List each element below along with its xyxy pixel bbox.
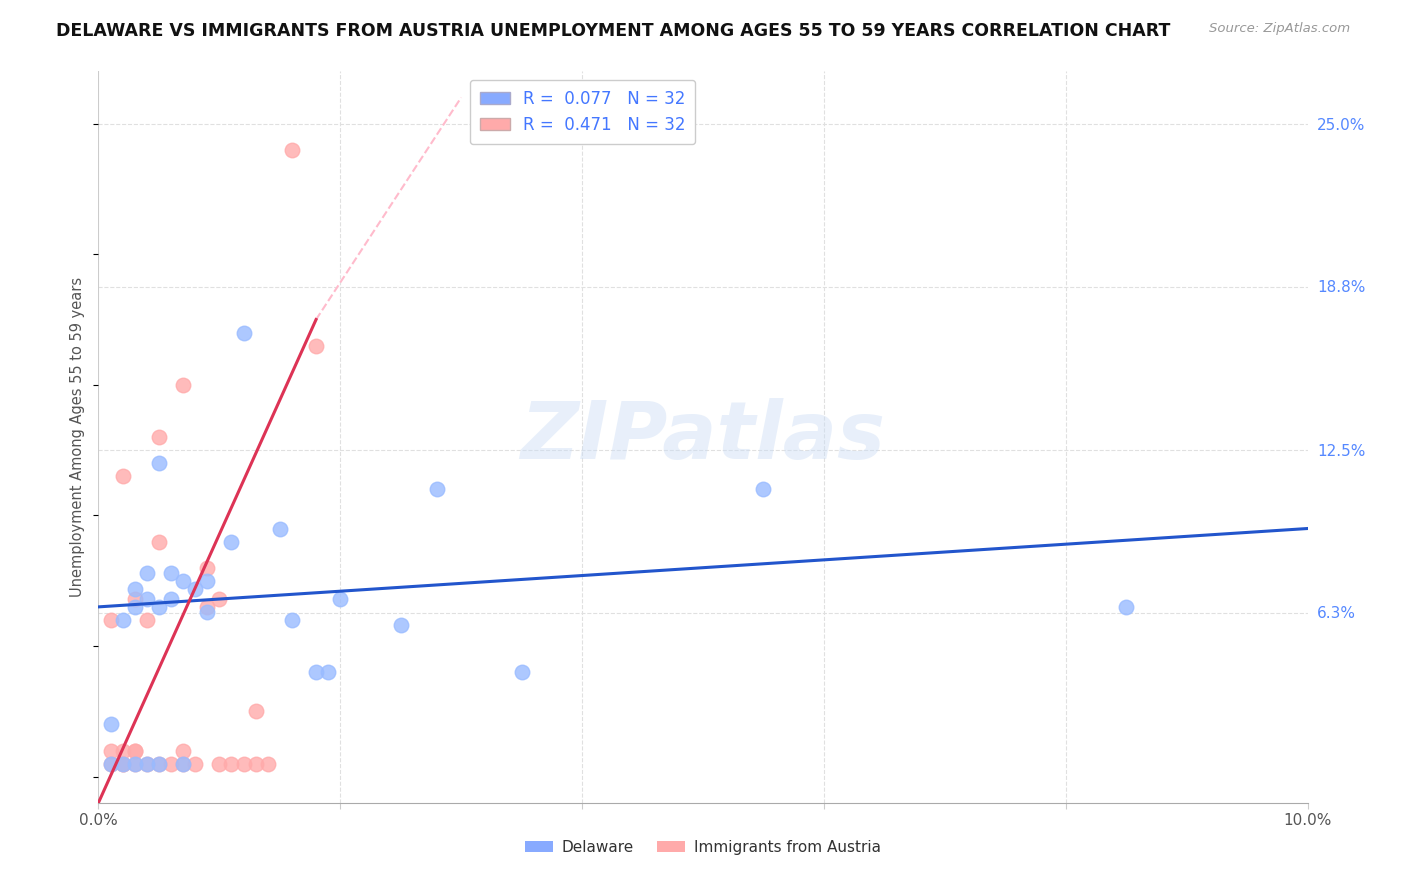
Point — [269, 521, 291, 535]
Point — [208, 756, 231, 771]
Point — [148, 756, 170, 771]
Point — [135, 756, 157, 771]
Point — [232, 756, 254, 771]
Point — [111, 743, 134, 757]
Point — [172, 574, 194, 588]
Legend: Delaware, Immigrants from Austria: Delaware, Immigrants from Austria — [519, 834, 887, 861]
Point — [281, 143, 304, 157]
Point — [148, 756, 170, 771]
Point — [172, 377, 194, 392]
Point — [172, 756, 194, 771]
Point — [135, 592, 157, 607]
Point — [124, 743, 146, 757]
Point — [221, 534, 243, 549]
Point — [245, 705, 267, 719]
Point — [426, 483, 449, 497]
Point — [172, 756, 194, 771]
Point — [135, 566, 157, 580]
Point — [124, 743, 146, 757]
Point — [135, 756, 157, 771]
Text: DELAWARE VS IMMIGRANTS FROM AUSTRIA UNEMPLOYMENT AMONG AGES 55 TO 59 YEARS CORRE: DELAWARE VS IMMIGRANTS FROM AUSTRIA UNEM… — [56, 22, 1171, 40]
Point — [245, 756, 267, 771]
Point — [148, 534, 170, 549]
Point — [184, 582, 207, 596]
Point — [195, 574, 218, 588]
Point — [160, 566, 183, 580]
Point — [221, 756, 243, 771]
Point — [111, 756, 134, 771]
Point — [124, 582, 146, 596]
Point — [135, 613, 157, 627]
Point — [316, 665, 339, 680]
Point — [232, 326, 254, 340]
Point — [195, 560, 218, 574]
Point — [148, 456, 170, 470]
Point — [124, 756, 146, 771]
Point — [752, 483, 775, 497]
Point — [124, 592, 146, 607]
Point — [1115, 599, 1137, 614]
Text: ZIPatlas: ZIPatlas — [520, 398, 886, 476]
Point — [100, 756, 122, 771]
Point — [124, 599, 146, 614]
Point — [208, 592, 231, 607]
Point — [100, 613, 122, 627]
Point — [160, 592, 183, 607]
Text: Source: ZipAtlas.com: Source: ZipAtlas.com — [1209, 22, 1350, 36]
Point — [510, 665, 533, 680]
Point — [124, 756, 146, 771]
Point — [111, 613, 134, 627]
Point — [111, 756, 134, 771]
Point — [256, 756, 278, 771]
Point — [160, 756, 183, 771]
Point — [111, 756, 134, 771]
Point — [148, 430, 170, 444]
Point — [184, 756, 207, 771]
Point — [305, 339, 328, 353]
Point — [389, 618, 412, 632]
Point — [329, 592, 352, 607]
Point — [100, 717, 122, 731]
Point — [100, 743, 122, 757]
Point — [148, 599, 170, 614]
Point — [195, 605, 218, 619]
Y-axis label: Unemployment Among Ages 55 to 59 years: Unemployment Among Ages 55 to 59 years — [70, 277, 86, 597]
Point — [111, 469, 134, 483]
Point — [100, 756, 122, 771]
Point — [195, 599, 218, 614]
Point — [281, 613, 304, 627]
Point — [172, 743, 194, 757]
Point — [305, 665, 328, 680]
